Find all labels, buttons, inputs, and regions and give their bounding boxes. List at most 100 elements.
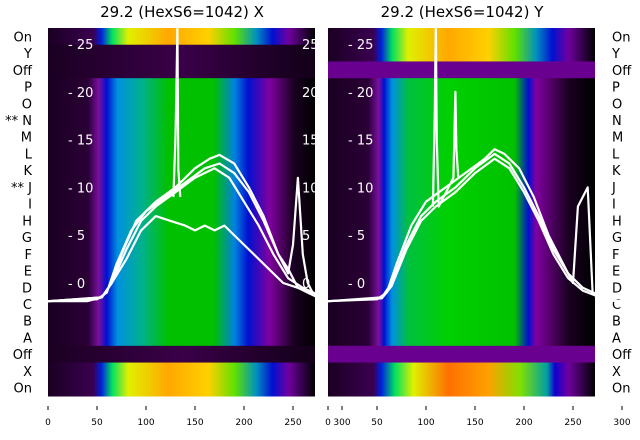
heatmap-row	[328, 295, 595, 313]
row-label: M	[21, 131, 32, 146]
row-label: Off	[13, 64, 33, 79]
series-line3	[47, 167, 369, 306]
series-spike	[431, 23, 460, 208]
heatmap-row	[328, 312, 595, 330]
row-label: X	[612, 365, 621, 380]
heatmap-row	[48, 312, 315, 330]
x-tick-label: 0	[325, 418, 331, 428]
heatmap-row	[328, 145, 595, 163]
inner-y-tick-label: - 5	[68, 229, 85, 244]
row-label: L	[612, 147, 620, 162]
twin-y-tick-label: 15	[302, 134, 319, 149]
inner-y-tick-label: - 0	[348, 277, 365, 292]
row-label: E	[612, 265, 620, 280]
row-label: P	[612, 81, 620, 96]
x-tick-label: 0	[45, 418, 51, 428]
row-label: N	[612, 114, 622, 129]
row-label: C	[612, 298, 621, 313]
inner-y-tick-label: - 5	[348, 229, 365, 244]
row-label: ** J	[11, 181, 32, 196]
panel-title-y: 29.2 (HexS6=1042) Y	[381, 3, 545, 21]
row-label: D	[22, 281, 32, 296]
twin-y-tick-label: 0	[302, 277, 310, 292]
heatmap-row	[48, 28, 315, 46]
heatmap-row	[48, 228, 315, 246]
x-tick-label: 200	[515, 418, 532, 428]
heatmap-row	[48, 295, 315, 313]
heatmap-row	[328, 228, 595, 246]
row-label: F	[612, 248, 619, 263]
row-label: C	[23, 298, 32, 313]
row-label: Y	[611, 47, 620, 62]
heatmap-row	[328, 379, 595, 397]
heatmap-row	[48, 161, 315, 180]
row-label: B	[612, 315, 621, 330]
x-tick-label: 250	[284, 418, 301, 428]
heatmap-row	[328, 345, 595, 364]
inner-y-tick-label: - 20	[68, 86, 93, 101]
row-label: P	[24, 81, 32, 96]
heatmap-row	[48, 212, 315, 230]
row-label: H	[612, 214, 622, 229]
series-line3	[327, 157, 640, 306]
heatmap-row	[48, 111, 315, 129]
inner-y-tick-label: - 10	[68, 181, 93, 196]
x-tick-label: 250	[564, 418, 581, 428]
row-label: O	[22, 97, 32, 112]
heatmap-row	[48, 362, 315, 380]
heatmap-row	[328, 94, 595, 113]
x-tick-label: 300	[613, 418, 630, 428]
x-tick-label: 100	[137, 418, 154, 428]
row-label: E	[24, 265, 32, 280]
series-line1	[327, 148, 640, 305]
series-line4	[47, 215, 369, 306]
heatmap-row	[328, 61, 595, 79]
row-label: I	[28, 198, 32, 213]
row-label: B	[23, 315, 32, 330]
row-label: X	[23, 365, 32, 380]
heatmap-row	[328, 44, 595, 62]
heatmap-row	[328, 28, 595, 46]
x-tick-label: 100	[417, 418, 434, 428]
heatmap-row	[48, 78, 315, 96]
panel-title-x: 29.2 (HexS6=1042) X	[100, 3, 264, 21]
twin-y-tick-label: 10	[302, 181, 319, 196]
twin-y-tick-label: 25	[302, 38, 319, 53]
x-tick-label: 300	[333, 418, 350, 428]
heatmap-row	[48, 379, 315, 397]
heatmap-row	[48, 345, 315, 364]
x-tick-label: 50	[371, 418, 383, 428]
x-tick-label: 50	[91, 418, 103, 428]
row-label: ** N	[5, 114, 32, 129]
inner-y-tick-label: - 25	[68, 38, 93, 53]
row-label: Off	[612, 64, 632, 79]
series-spike	[172, 23, 182, 198]
heatmap-row	[328, 329, 595, 347]
row-label: K	[23, 164, 32, 179]
heatmap-row	[48, 94, 315, 113]
row-label: On	[14, 30, 32, 45]
heatmap-row	[328, 128, 595, 146]
heatmap-row	[328, 245, 595, 263]
row-label: On	[612, 30, 630, 45]
heatmap-row	[48, 195, 315, 213]
twin-y-tick-label: 5	[302, 229, 310, 244]
row-label: Off	[13, 348, 33, 363]
heatmap-row	[328, 78, 595, 96]
heatmap-row	[328, 111, 595, 129]
row-label: L	[25, 147, 33, 162]
row-label: On	[612, 382, 630, 397]
row-label: K	[612, 164, 621, 179]
row-label: G	[22, 231, 32, 246]
row-label: J	[611, 181, 616, 196]
x-tick-label: 200	[235, 418, 252, 428]
heatmap-row	[48, 278, 315, 297]
row-label: I	[612, 198, 616, 213]
inner-y-tick-label: - 0	[68, 277, 85, 292]
row-label: On	[14, 382, 32, 397]
inner-y-tick-label: - 10	[348, 181, 373, 196]
row-label: Off	[612, 348, 632, 363]
row-label: M	[612, 131, 623, 146]
heatmap-row	[328, 362, 595, 380]
